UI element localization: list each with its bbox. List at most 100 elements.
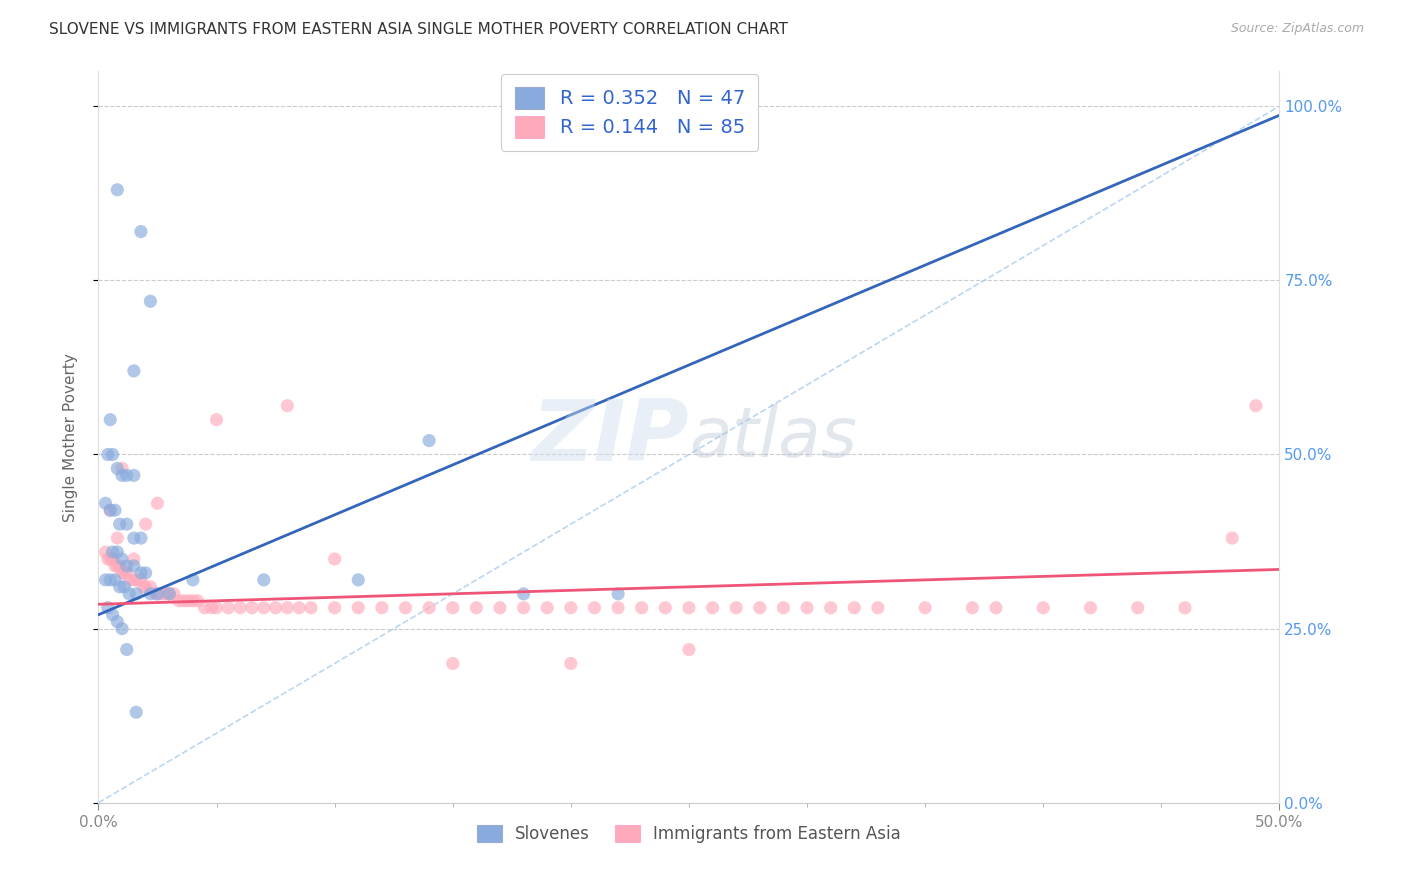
Point [253, 573, 276, 587]
Point [135, 517, 157, 532]
Point [105, 461, 128, 475]
Point [177, 594, 200, 608]
Point [163, 587, 186, 601]
Point [264, 600, 287, 615]
Point [157, 587, 180, 601]
Point [489, 600, 512, 615]
Point [394, 600, 416, 615]
Point [253, 600, 276, 615]
Point [157, 587, 180, 601]
Point [135, 580, 157, 594]
Point [111, 461, 134, 475]
Point [323, 600, 346, 615]
Point [560, 600, 582, 615]
Point [914, 600, 936, 615]
Point [125, 705, 148, 719]
Text: SLOVENE VS IMMIGRANTS FROM EASTERN ASIA SINGLE MOTHER POVERTY CORRELATION CHART: SLOVENE VS IMMIGRANTS FROM EASTERN ASIA … [49, 22, 789, 37]
Point [1126, 600, 1149, 615]
Point [157, 587, 180, 601]
Point [630, 600, 652, 615]
Point [725, 600, 748, 615]
Point [104, 573, 127, 587]
Point [125, 573, 148, 587]
Point [150, 587, 173, 601]
Point [323, 552, 346, 566]
Point [122, 558, 145, 573]
Point [104, 503, 127, 517]
Point [111, 552, 134, 566]
Point [276, 600, 298, 615]
Point [105, 531, 128, 545]
Point [181, 594, 204, 608]
Point [702, 600, 724, 615]
Point [111, 622, 134, 636]
Point [139, 580, 162, 594]
Point [772, 600, 794, 615]
Point [654, 600, 676, 615]
Point [288, 600, 311, 615]
Point [172, 594, 194, 608]
Point [104, 558, 127, 573]
Point [98, 503, 121, 517]
Point [101, 552, 124, 566]
Point [607, 600, 630, 615]
Point [347, 573, 370, 587]
Point [418, 600, 440, 615]
Point [371, 600, 394, 615]
Point [201, 600, 224, 615]
Point [167, 594, 190, 608]
Point [108, 517, 131, 532]
Point [115, 517, 138, 532]
Point [115, 558, 138, 573]
Point [678, 600, 700, 615]
Point [112, 580, 135, 594]
Point [108, 580, 131, 594]
Point [984, 600, 1007, 615]
Point [98, 503, 121, 517]
Point [98, 573, 121, 587]
Point [1174, 600, 1197, 615]
Point [962, 600, 984, 615]
Point [122, 552, 145, 566]
Point [153, 587, 176, 601]
Point [122, 364, 145, 378]
Point [536, 600, 558, 615]
Point [146, 496, 169, 510]
Point [97, 448, 120, 462]
Point [748, 600, 770, 615]
Point [205, 600, 228, 615]
Point [276, 399, 298, 413]
Point [607, 587, 630, 601]
Point [111, 566, 134, 580]
Point [866, 600, 889, 615]
Text: atlas: atlas [689, 403, 856, 471]
Point [844, 600, 866, 615]
Point [129, 573, 152, 587]
Point [129, 566, 152, 580]
Point [129, 531, 152, 545]
Point [512, 587, 534, 601]
Point [118, 587, 141, 601]
Point [115, 468, 138, 483]
Y-axis label: Single Mother Poverty: Single Mother Poverty [63, 352, 77, 522]
Point [465, 600, 488, 615]
Point [105, 558, 128, 573]
Point [441, 657, 464, 671]
Point [108, 558, 131, 573]
Point [1244, 399, 1267, 413]
Point [111, 468, 134, 483]
Point [105, 183, 128, 197]
Point [112, 566, 135, 580]
Text: ZIP: ZIP [531, 395, 689, 479]
Point [205, 412, 228, 426]
Point [97, 552, 120, 566]
Point [115, 566, 138, 580]
Point [678, 642, 700, 657]
Point [115, 642, 138, 657]
Point [94, 573, 117, 587]
Point [98, 552, 121, 566]
Point [105, 545, 128, 559]
Point [101, 545, 124, 559]
Point [1080, 600, 1102, 615]
Point [125, 587, 148, 601]
